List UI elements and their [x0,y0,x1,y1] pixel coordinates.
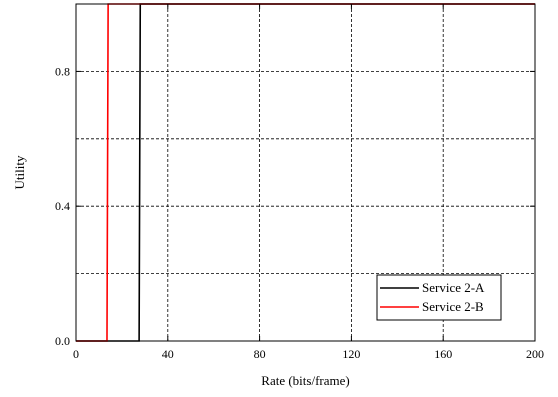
legend-box [376,274,502,321]
y-tick-label: 0.0 [55,334,70,348]
x-tick-label: 200 [526,347,544,361]
y-tick-label: 0.4 [55,199,70,213]
legend-label-2: Service 2-B [422,299,484,314]
x-tick-label: 120 [342,347,360,361]
x-axis-title: Rate (bits/frame) [261,373,349,388]
legend-label-1: Service 2-A [422,280,485,295]
x-tick-label: 160 [434,347,452,361]
y-tick-label: 0.8 [55,64,70,78]
x-tick-label: 80 [254,347,266,361]
x-tick-label: 0 [73,347,79,361]
x-tick-label: 40 [162,347,174,361]
legend: Service 2-A Service 2-B [376,274,502,321]
y-axis-ticks: 0.0 0.4 0.8 [55,64,535,348]
y-axis-title: Utility [12,155,27,189]
x-axis-ticks: 0 40 80 120 160 200 [73,4,544,361]
plot-frame [75,3,536,342]
